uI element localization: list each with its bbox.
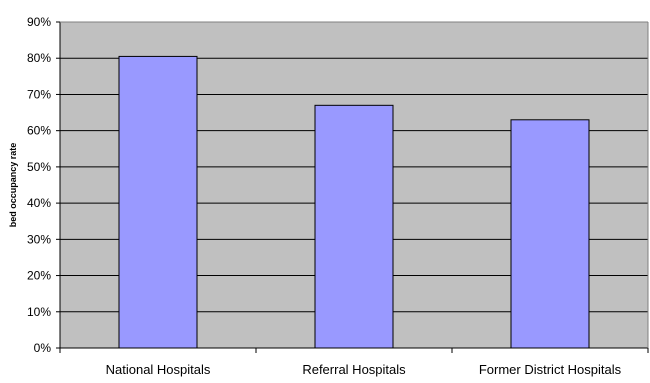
x-tick-labels: National Hospitals Referral Hospitals Form… [106, 362, 622, 377]
axes [56, 21, 649, 353]
x-tick-label: Former District Hospitals [479, 362, 622, 377]
y-tick-label: 50% [27, 160, 51, 174]
y-tick-label: 40% [27, 196, 51, 210]
y-tick-label: 0% [34, 341, 52, 355]
x-tick-label: Referral Hospitals [302, 362, 406, 377]
y-tick-label: 60% [27, 124, 51, 138]
x-tick-label: National Hospitals [106, 362, 211, 377]
y-tick-label: 90% [27, 15, 51, 29]
y-axis-label: bed occupancy rate [8, 143, 18, 228]
y-tick-label: 30% [27, 232, 51, 246]
bar [314, 104, 394, 349]
bars [118, 55, 590, 349]
y-tick-label: 20% [27, 269, 51, 283]
y-tick-labels: 0% 10% 20% 30% 40% 50% 60% 70% 80% 90% [27, 15, 51, 355]
y-tick-label: 70% [27, 87, 51, 101]
bar [510, 119, 590, 349]
bar [118, 55, 198, 349]
y-tick-label: 80% [27, 51, 51, 65]
y-tick-label: 10% [27, 305, 51, 319]
